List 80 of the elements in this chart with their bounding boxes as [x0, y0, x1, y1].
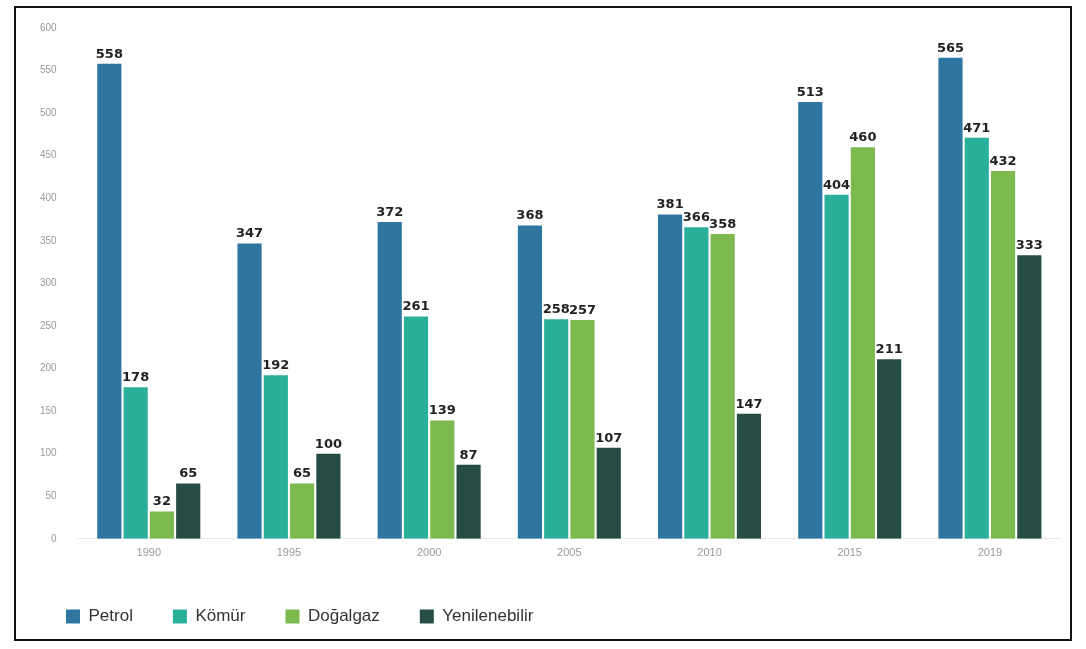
data-label: 372	[376, 203, 404, 219]
data-label: 211	[875, 341, 903, 357]
bar	[1017, 255, 1042, 539]
bar	[377, 222, 402, 539]
bar	[263, 375, 288, 539]
y-tick-label: 200	[40, 362, 58, 374]
data-label: 100	[314, 435, 342, 451]
data-label: 65	[293, 465, 312, 481]
y-tick-label: 250	[40, 319, 58, 331]
legend-label: Yenilenebilir	[442, 606, 534, 626]
data-label: 432	[989, 152, 1017, 168]
bar	[710, 234, 735, 539]
data-label: 147	[735, 395, 763, 411]
data-label: 347	[235, 225, 264, 241]
x-tick-label: 2010	[697, 546, 722, 559]
data-label: 381	[656, 196, 684, 212]
x-tick-label: 1990	[136, 546, 162, 559]
bar	[316, 453, 341, 539]
bar	[964, 137, 989, 539]
y-tick-label: 350	[40, 234, 58, 246]
bar	[97, 63, 122, 539]
legend-label: Doğalgaz	[307, 606, 380, 626]
bar	[938, 57, 963, 539]
data-label: 32	[152, 493, 171, 509]
data-label: 358	[709, 215, 737, 231]
bar	[149, 511, 175, 539]
data-label: 87	[459, 446, 478, 462]
bar	[684, 227, 709, 539]
bar	[544, 319, 569, 539]
bar	[850, 147, 875, 539]
bar	[123, 387, 148, 539]
data-label: 471	[963, 119, 991, 135]
data-label: 178	[122, 369, 150, 385]
x-tick-label: 2000	[416, 546, 442, 559]
bar	[824, 194, 849, 539]
data-label: 192	[262, 357, 290, 373]
data-label: 107	[595, 429, 623, 445]
data-label: 460	[849, 129, 877, 145]
y-tick-label: 0	[51, 532, 58, 544]
bar	[990, 171, 1016, 539]
y-tick-label: 600	[40, 21, 58, 33]
data-label: 139	[428, 402, 456, 418]
data-label: 65	[179, 465, 198, 481]
data-label: 368	[516, 207, 544, 223]
data-label: 261	[402, 298, 430, 314]
bar	[658, 214, 683, 539]
data-label: 333	[1015, 237, 1043, 253]
bar	[237, 243, 262, 539]
y-tick-label: 550	[40, 64, 58, 76]
x-tick-label: 2015	[837, 546, 862, 559]
legend-label: Petrol	[88, 606, 133, 626]
data-label: 513	[796, 83, 824, 99]
y-tick-label: 150	[40, 404, 58, 416]
data-label: 565	[936, 39, 965, 55]
bar	[877, 359, 902, 539]
data-label: 558	[95, 45, 123, 61]
bar	[736, 413, 762, 539]
bar	[798, 102, 823, 539]
legend-label: Kömür	[195, 606, 246, 626]
y-tick-label: 450	[40, 149, 58, 161]
bar	[430, 420, 455, 539]
bar	[456, 464, 481, 539]
x-tick-label: 1995	[276, 546, 302, 559]
x-tick-label: 2005	[557, 546, 582, 559]
bar	[596, 447, 621, 539]
y-tick-label: 400	[40, 192, 58, 204]
bar	[403, 316, 429, 539]
y-tick-label: 50	[45, 489, 58, 501]
y-tick-label: 500	[40, 106, 58, 118]
data-label: 404	[823, 176, 851, 192]
bar	[176, 483, 201, 539]
x-tick-label: 2019	[977, 546, 1003, 559]
data-label: 366	[682, 209, 710, 225]
y-tick-label: 300	[40, 277, 58, 289]
bar	[570, 320, 595, 539]
data-label: 257	[568, 301, 597, 317]
bar	[517, 225, 543, 539]
y-tick-label: 100	[40, 447, 58, 459]
data-label: 258	[542, 301, 570, 317]
bar	[290, 483, 315, 539]
